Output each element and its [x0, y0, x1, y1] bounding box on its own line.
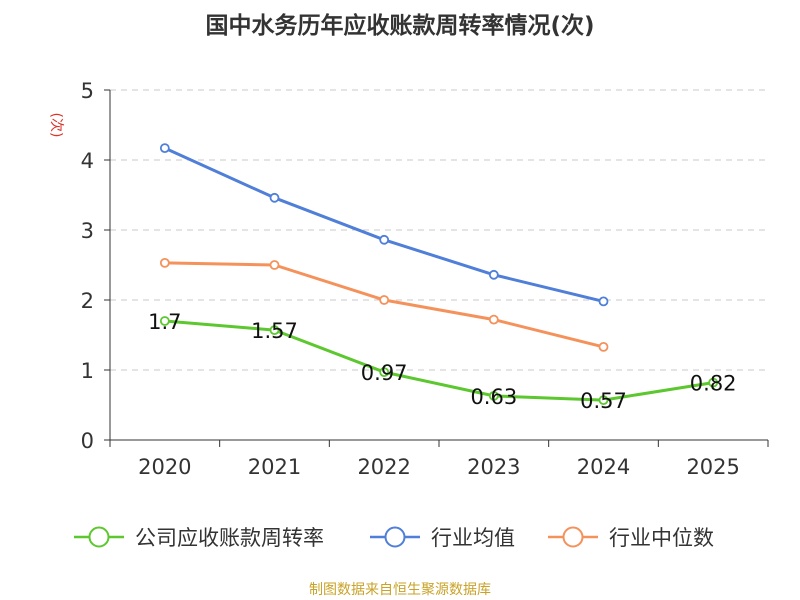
x-tick-label: 2021	[248, 455, 301, 479]
data-point	[488, 269, 499, 280]
data-point	[708, 377, 719, 388]
x-tick-label: 2025	[686, 455, 739, 479]
source-note: 制图数据来自恒生聚源数据库	[309, 582, 491, 598]
grid-lines	[110, 89, 768, 371]
legend-marker	[562, 526, 584, 548]
y-tick-label: 1	[81, 359, 94, 383]
legend-marker	[384, 526, 406, 548]
data-point	[598, 341, 609, 352]
legend: 公司应收账款周转率 行业均值 行业中位数	[74, 526, 714, 550]
data-point	[488, 314, 499, 325]
data-point	[598, 296, 609, 307]
data-label: 1.7	[148, 310, 181, 334]
data-point	[159, 257, 170, 268]
data-point	[598, 395, 609, 406]
series-lines	[159, 143, 719, 406]
x-tick-label: 2024	[577, 455, 630, 479]
data-point	[379, 367, 390, 378]
data-label: 0.63	[470, 385, 517, 409]
data-label: 1.57	[251, 319, 298, 343]
y-tick-label: 5	[81, 79, 94, 103]
chart-title: 国中水务历年应收账款周转率情况(次)	[205, 12, 594, 39]
legend-label: 行业均值	[431, 526, 515, 550]
y-tick-label: 0	[81, 429, 94, 453]
legend-label: 公司应收账款周转率	[135, 526, 324, 550]
series-line	[163, 146, 605, 303]
data-label: 0.82	[690, 372, 737, 396]
legend-label: 行业中位数	[609, 526, 714, 550]
y-tick-label: 2	[81, 289, 94, 313]
data-point	[379, 295, 390, 305]
series-line	[163, 319, 715, 402]
x-tick-label: 2020	[138, 455, 191, 479]
legend-marker	[88, 526, 110, 548]
axes: 0 1 2 3 4 5 2020 2021 2022 2023 2024 2025	[81, 79, 769, 479]
y-tick-label: 4	[81, 149, 94, 173]
data-label: 0.57	[580, 389, 627, 413]
y-axis-unit-label: (次)	[48, 113, 64, 138]
data-point	[159, 143, 170, 154]
y-tick-label: 3	[81, 219, 94, 243]
x-tick-label: 2023	[467, 455, 520, 479]
data-point	[159, 316, 170, 326]
data-point	[269, 192, 280, 203]
data-point	[379, 234, 390, 245]
data-point	[269, 260, 280, 270]
data-point	[269, 325, 280, 336]
data-labels: 1.7 1.57 0.97 0.63 0.57 0.82	[148, 310, 736, 413]
data-label: 0.97	[361, 361, 408, 385]
x-tick-label: 2022	[357, 455, 410, 479]
data-point	[488, 390, 499, 401]
